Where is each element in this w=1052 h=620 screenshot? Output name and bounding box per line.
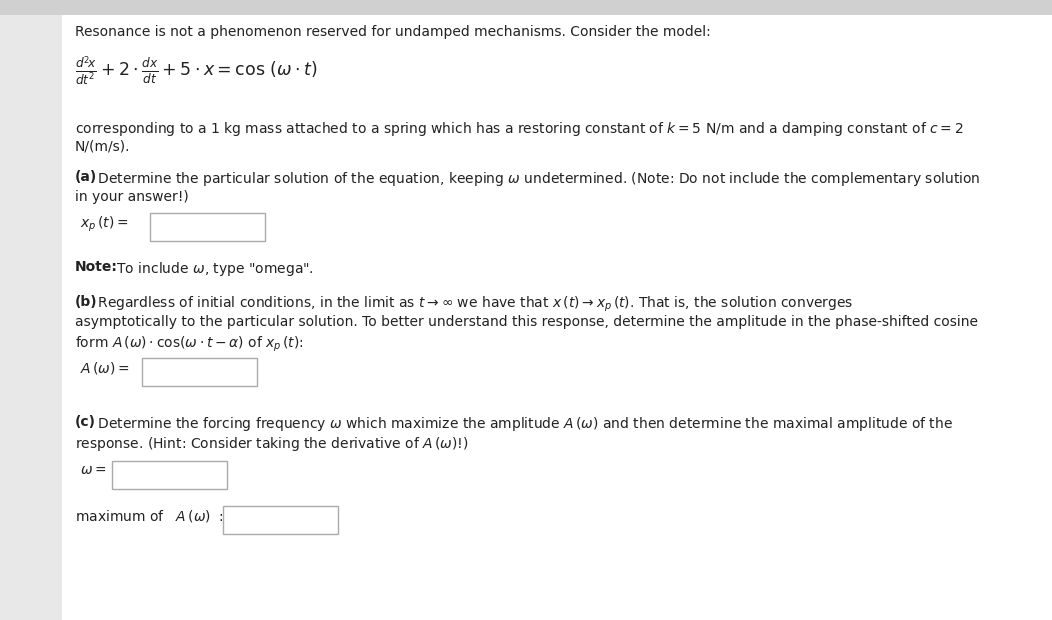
Text: Determine the forcing frequency $\omega$ which maximize the amplitude $A\,(\omeg: Determine the forcing frequency $\omega$… <box>93 415 953 433</box>
Text: Regardless of initial conditions, in the limit as $t \to \infty$ we have that $x: Regardless of initial conditions, in the… <box>93 295 853 314</box>
Text: $\omega =$: $\omega =$ <box>80 463 106 477</box>
Text: corresponding to a 1 kg mass attached to a spring which has a restoring constant: corresponding to a 1 kg mass attached to… <box>75 120 964 138</box>
Text: (b): (b) <box>75 295 98 309</box>
Bar <box>0 0 1052 15</box>
Text: maximum of   $A\,(\omega)$  :: maximum of $A\,(\omega)$ : <box>75 508 224 524</box>
Bar <box>0 0 62 620</box>
Text: N/(m/s).: N/(m/s). <box>75 140 130 154</box>
Text: (c): (c) <box>75 415 96 429</box>
Text: response. (Hint: Consider taking the derivative of $A\,(\omega)$!): response. (Hint: Consider taking the der… <box>75 435 468 453</box>
Bar <box>112 461 227 489</box>
Text: Resonance is not a phenomenon reserved for undamped mechanisms. Consider the mod: Resonance is not a phenomenon reserved f… <box>75 25 711 39</box>
Text: $A\,(\omega) =$: $A\,(\omega) =$ <box>80 360 129 376</box>
Text: $\frac{d^2\!x}{dt^2} + 2 \cdot \frac{dx}{dt} + 5 \cdot x = \cos\,(\omega \cdot t: $\frac{d^2\!x}{dt^2} + 2 \cdot \frac{dx}… <box>75 55 318 88</box>
Bar <box>223 506 338 534</box>
Text: To include $\omega$, type "omega".: To include $\omega$, type "omega". <box>112 260 313 278</box>
Text: (a): (a) <box>75 170 97 184</box>
Text: Note:: Note: <box>75 260 118 274</box>
Bar <box>150 213 265 241</box>
Text: asymptotically to the particular solution. To better understand this response, d: asymptotically to the particular solutio… <box>75 315 978 329</box>
Bar <box>142 358 257 386</box>
Text: in your answer!): in your answer!) <box>75 190 188 204</box>
Text: $x_p\,(t) =$: $x_p\,(t) =$ <box>80 215 128 234</box>
Text: form $A\,(\omega) \cdot \cos(\omega \cdot t - \alpha)$ of $x_p\,(t)$:: form $A\,(\omega) \cdot \cos(\omega \cdo… <box>75 335 304 354</box>
Text: Determine the particular solution of the equation, keeping $\omega$ undetermined: Determine the particular solution of the… <box>93 170 980 188</box>
